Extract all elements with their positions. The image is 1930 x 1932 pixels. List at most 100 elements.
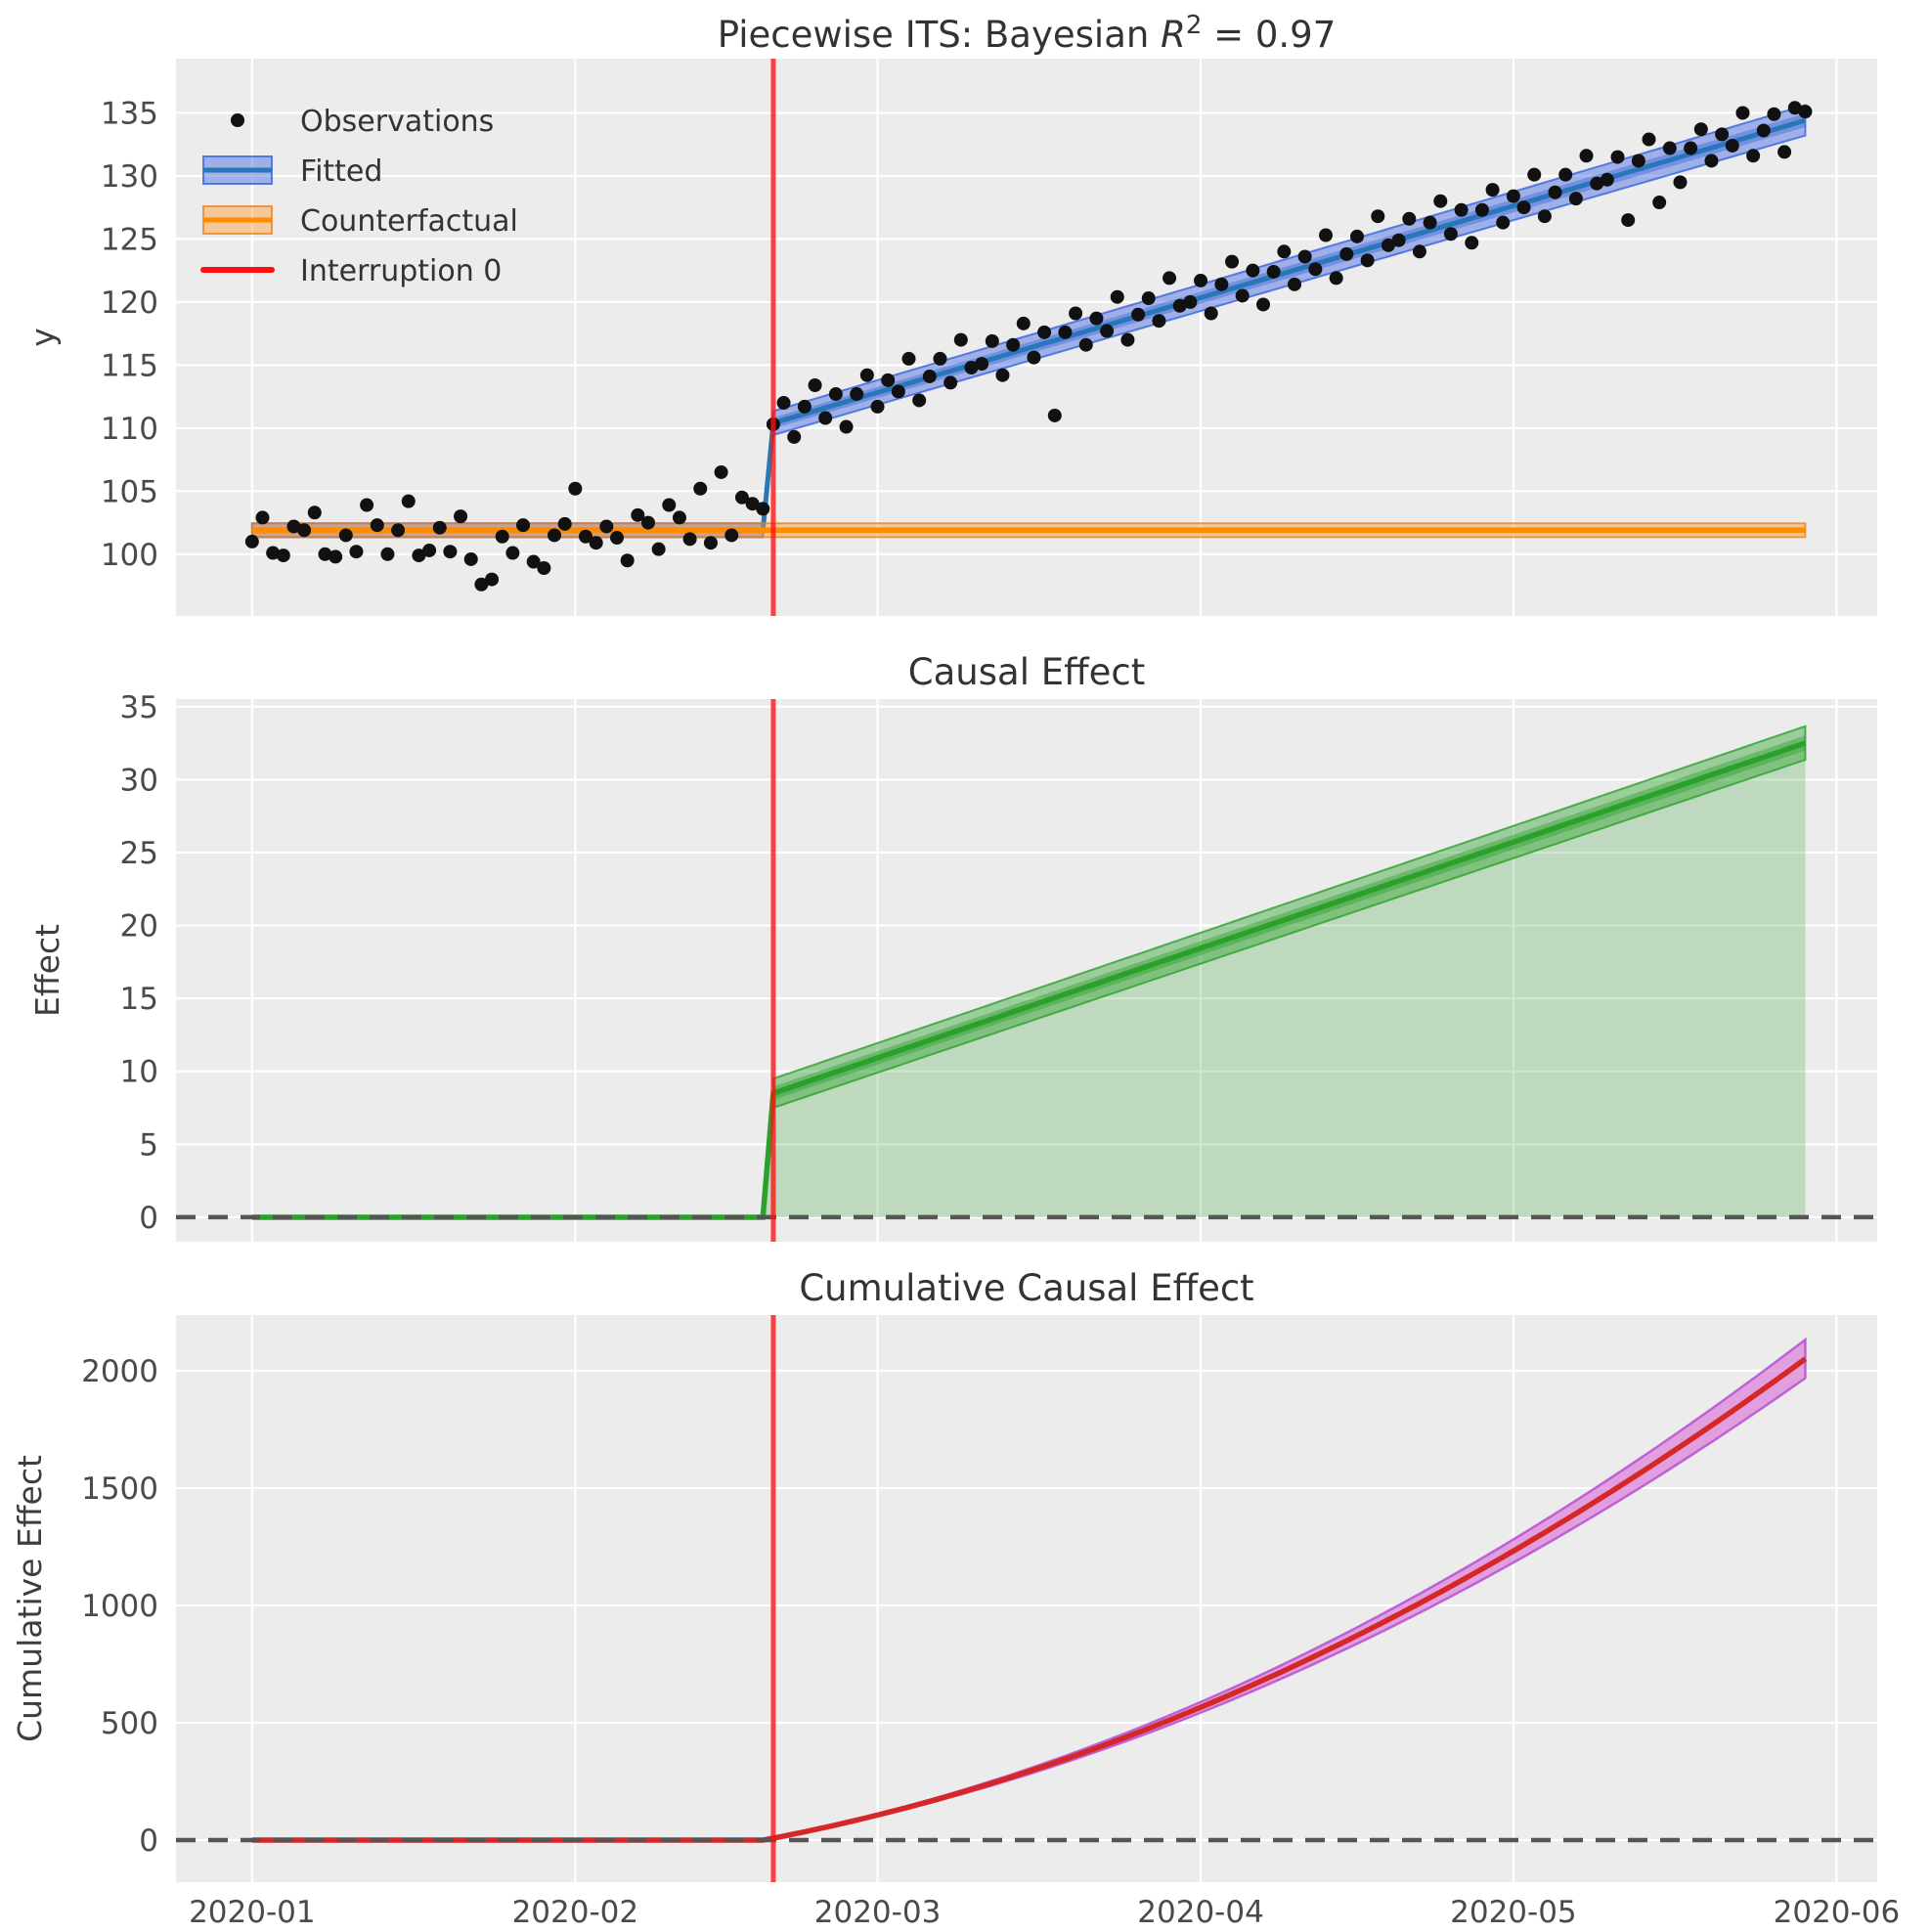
observation-point xyxy=(1277,244,1292,259)
legend-observations-label: Observations xyxy=(300,105,494,139)
x-tick-label: 2020-06 xyxy=(1774,1895,1901,1930)
y-tick-label: 110 xyxy=(101,412,158,447)
observation-point xyxy=(714,464,728,479)
y-tick-label: 10 xyxy=(120,1055,158,1090)
y-axis-label: Effect xyxy=(28,924,66,1017)
observation-point xyxy=(1058,325,1073,339)
observation-point xyxy=(703,536,718,550)
observation-point xyxy=(995,368,1010,382)
legend-fitted-label: Fitted xyxy=(300,154,382,189)
y-tick-label: 35 xyxy=(120,690,158,725)
observation-point xyxy=(609,531,624,546)
observation-point xyxy=(1787,101,1802,115)
observation-point xyxy=(808,378,822,393)
observation-point xyxy=(1120,332,1135,347)
observation-point xyxy=(1610,150,1625,164)
y-tick-label: 0 xyxy=(139,1201,158,1236)
y-axis-label: Cumulative Effect xyxy=(11,1455,49,1742)
observation-point xyxy=(964,360,979,374)
legend-interruption-label: Interruption 0 xyxy=(300,254,502,288)
observation-point xyxy=(495,529,509,544)
y-tick-label: 30 xyxy=(120,763,158,798)
observation-point xyxy=(1183,294,1198,309)
observation-point xyxy=(631,507,645,522)
observation-point xyxy=(1433,194,1448,208)
observation-point xyxy=(557,516,572,531)
observation-point xyxy=(1288,277,1302,291)
x-tick-label: 2020-05 xyxy=(1450,1895,1577,1930)
observation-point xyxy=(662,498,677,512)
observation-point xyxy=(953,332,968,347)
observation-point xyxy=(870,399,885,414)
y-tick-label: 115 xyxy=(101,348,158,383)
y-tick-label: 1000 xyxy=(81,1589,158,1624)
observation-point xyxy=(651,542,666,556)
observation-point xyxy=(1214,277,1229,291)
observation-point xyxy=(1798,105,1813,119)
x-tick-label: 2020-04 xyxy=(1137,1895,1264,1930)
observation-point xyxy=(1548,185,1562,199)
observation-point xyxy=(1443,227,1458,242)
observation-point xyxy=(1256,297,1271,312)
observation-point xyxy=(391,523,406,538)
observation-point xyxy=(579,529,593,544)
observation-point xyxy=(318,547,332,561)
cumulative-band xyxy=(771,1337,1807,1840)
observation-point xyxy=(537,560,551,575)
observation-point xyxy=(454,509,468,524)
panel2-title: Causal Effect xyxy=(908,651,1145,693)
observation-point xyxy=(1642,132,1656,147)
observation-point xyxy=(589,536,603,550)
observation-point xyxy=(1027,350,1041,365)
observation-point xyxy=(1537,209,1552,224)
observation-point xyxy=(266,546,281,560)
observation-point xyxy=(1339,246,1354,261)
observation-point xyxy=(360,498,374,512)
observation-point xyxy=(1297,249,1312,264)
observation-point xyxy=(693,481,708,496)
panel2-content xyxy=(176,724,1877,1220)
observation-point xyxy=(891,384,905,399)
axes-background xyxy=(176,699,1877,1242)
observation-point xyxy=(1141,291,1156,306)
y-tick-label: 500 xyxy=(101,1706,158,1741)
y-tick-label: 125 xyxy=(101,222,158,257)
observation-point xyxy=(943,375,958,390)
observation-point xyxy=(338,528,353,543)
observation-point xyxy=(255,510,270,525)
observation-point xyxy=(1777,145,1792,159)
observation-point xyxy=(1474,202,1489,217)
y-tick-label: 1500 xyxy=(81,1471,158,1507)
observation-point xyxy=(859,368,874,382)
observation-point xyxy=(1204,306,1218,321)
observation-point xyxy=(463,551,478,566)
observation-point xyxy=(1600,172,1614,187)
observation-point xyxy=(1693,122,1708,137)
observation-point xyxy=(1391,233,1406,247)
observation-point xyxy=(756,502,770,516)
y-tick-label: 120 xyxy=(101,285,158,321)
observation-point xyxy=(1558,167,1573,182)
panel3-title: Cumulative Causal Effect xyxy=(799,1267,1253,1309)
observation-point xyxy=(1465,236,1479,250)
observation-point xyxy=(985,333,999,348)
y-tick-label: 100 xyxy=(101,538,158,573)
y-tick-label: 15 xyxy=(120,982,158,1017)
panel3-content xyxy=(176,1337,1877,1843)
y-tick-label: 105 xyxy=(101,474,158,509)
observation-point xyxy=(1746,149,1761,163)
observation-point xyxy=(349,545,364,559)
observation-point xyxy=(276,549,290,563)
observation-point xyxy=(828,387,843,402)
y-tick-label: 5 xyxy=(139,1127,158,1163)
observation-point xyxy=(443,545,458,559)
observations-scatter xyxy=(244,101,1813,592)
observation-point xyxy=(1662,141,1677,155)
observation-point xyxy=(1516,200,1531,215)
observation-point xyxy=(881,373,896,387)
observation-point xyxy=(620,553,635,568)
observation-point xyxy=(1016,316,1031,330)
legend: Observations Fitted Counterfactual Interrup… xyxy=(200,105,518,288)
observation-point xyxy=(1631,154,1645,168)
